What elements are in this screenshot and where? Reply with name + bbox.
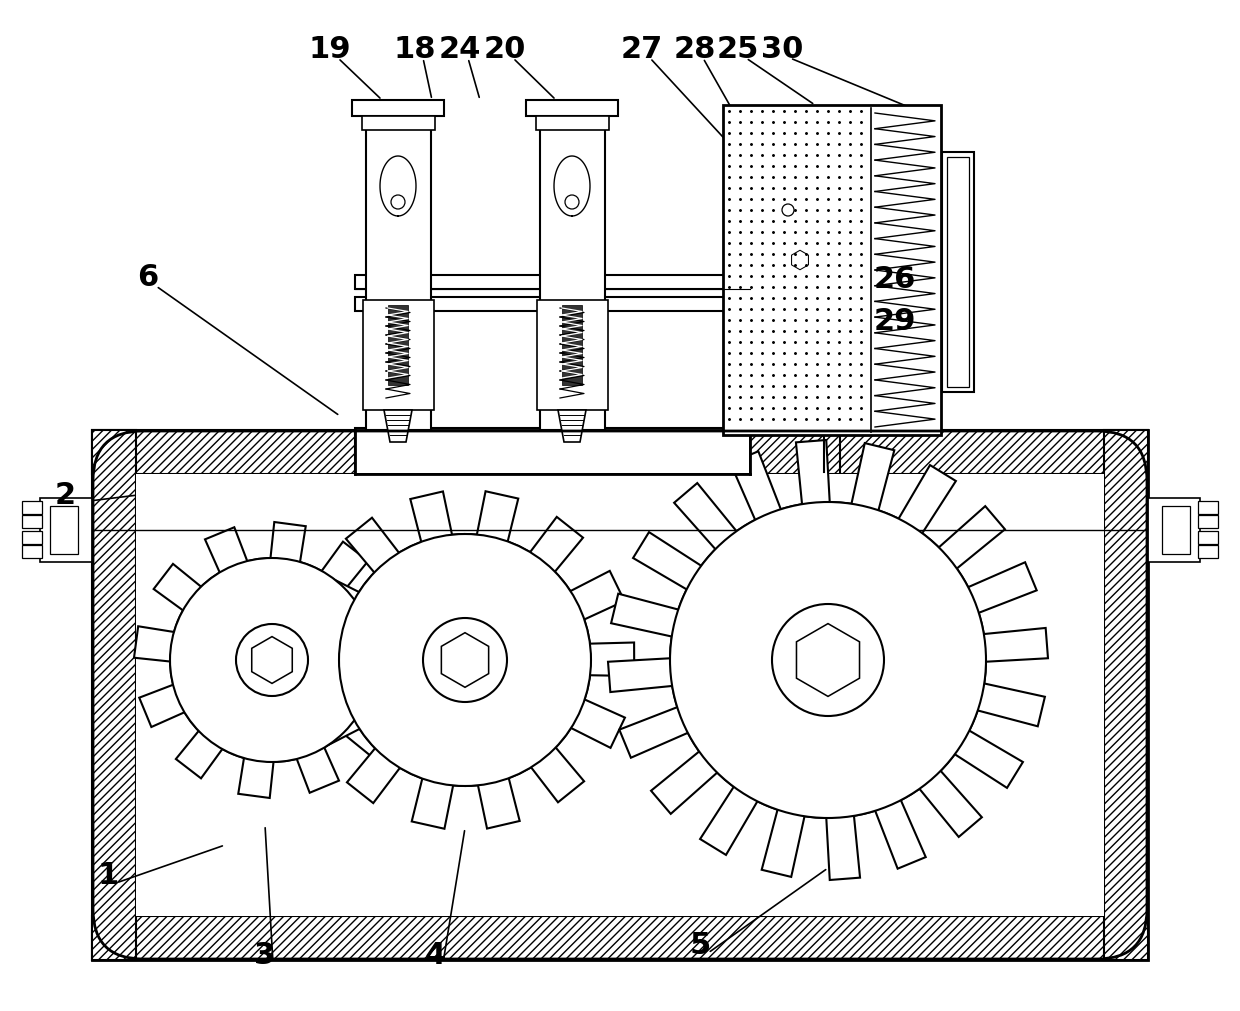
Polygon shape xyxy=(441,633,489,687)
Bar xyxy=(92,430,136,960)
Text: 3: 3 xyxy=(254,940,275,970)
Circle shape xyxy=(391,195,405,209)
Bar xyxy=(355,275,750,289)
Bar xyxy=(92,916,1148,960)
Bar xyxy=(536,116,609,130)
Polygon shape xyxy=(796,624,859,697)
Bar xyxy=(92,430,1148,474)
Polygon shape xyxy=(791,251,808,270)
Text: 29: 29 xyxy=(874,307,916,337)
Circle shape xyxy=(565,195,579,209)
Polygon shape xyxy=(608,440,1048,880)
Bar xyxy=(1104,430,1148,960)
Bar xyxy=(723,105,941,435)
Bar xyxy=(22,545,42,558)
Bar xyxy=(526,100,618,116)
Text: 6: 6 xyxy=(138,264,159,292)
Bar xyxy=(50,506,78,554)
Text: 28: 28 xyxy=(673,35,717,65)
Bar xyxy=(1162,506,1190,554)
Bar xyxy=(40,498,92,562)
Circle shape xyxy=(339,534,591,786)
Text: 4: 4 xyxy=(424,940,445,970)
Text: 1: 1 xyxy=(98,860,119,890)
Circle shape xyxy=(170,558,374,762)
Bar xyxy=(22,531,42,544)
Bar xyxy=(355,428,750,474)
Bar xyxy=(1198,515,1218,528)
Polygon shape xyxy=(558,410,587,442)
Circle shape xyxy=(670,502,986,818)
Circle shape xyxy=(423,618,507,702)
Bar xyxy=(362,116,435,130)
Text: 5: 5 xyxy=(689,930,711,959)
Text: 19: 19 xyxy=(309,35,351,65)
Polygon shape xyxy=(384,410,412,442)
Text: 25: 25 xyxy=(717,35,759,65)
Bar xyxy=(92,430,1148,960)
Bar xyxy=(363,300,434,410)
Bar xyxy=(539,128,605,430)
Bar xyxy=(366,128,432,430)
Polygon shape xyxy=(296,491,634,829)
Text: 20: 20 xyxy=(484,35,526,65)
Bar xyxy=(388,305,408,385)
Text: 24: 24 xyxy=(439,35,481,65)
Text: 30: 30 xyxy=(761,35,804,65)
Bar xyxy=(355,297,750,311)
Circle shape xyxy=(773,604,884,716)
Bar xyxy=(22,501,42,514)
Bar xyxy=(1198,545,1218,558)
Bar xyxy=(1198,531,1218,544)
Polygon shape xyxy=(134,522,410,798)
Bar xyxy=(562,305,582,385)
Bar xyxy=(22,515,42,528)
Bar xyxy=(136,474,1104,916)
Polygon shape xyxy=(252,637,293,683)
Bar xyxy=(942,152,973,392)
Text: 26: 26 xyxy=(874,266,916,294)
Bar xyxy=(1148,498,1200,562)
Text: 18: 18 xyxy=(394,35,436,65)
Polygon shape xyxy=(742,202,858,318)
Bar xyxy=(537,300,608,410)
Circle shape xyxy=(760,220,839,300)
Bar xyxy=(356,429,749,473)
Circle shape xyxy=(785,245,815,275)
Circle shape xyxy=(782,204,794,216)
Text: 2: 2 xyxy=(55,480,76,510)
Bar xyxy=(352,100,444,116)
Text: 27: 27 xyxy=(621,35,663,65)
Circle shape xyxy=(236,624,308,696)
Bar xyxy=(947,157,968,387)
Bar xyxy=(1198,501,1218,514)
